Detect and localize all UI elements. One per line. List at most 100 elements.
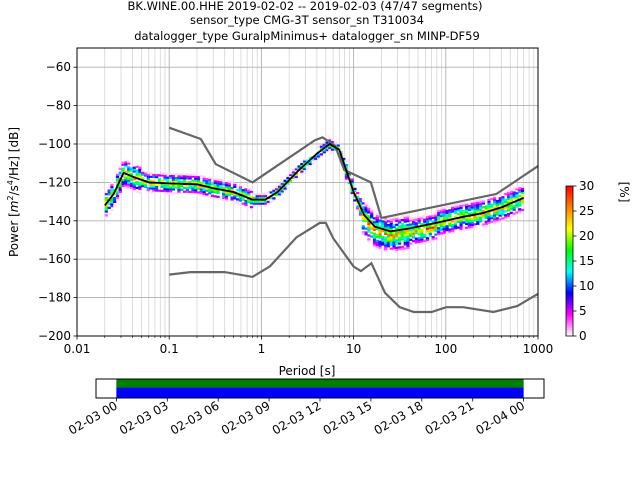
- heatmap-cell: [462, 213, 466, 216]
- heatmap-cell: [129, 177, 134, 180]
- heatmap-cell: [213, 195, 217, 198]
- timeline-tick-label: 02-03 18: [372, 398, 426, 437]
- y-axis-label-m: m: [7, 201, 21, 213]
- heatmap-cell: [476, 222, 480, 225]
- heatmap-cell: [400, 230, 405, 233]
- heatmap-cell: [110, 199, 114, 202]
- heatmap-cell: [504, 216, 508, 219]
- heatmap-cell: [395, 237, 399, 240]
- heatmap-cell: [487, 219, 491, 223]
- heatmap-cell: [143, 184, 148, 187]
- heatmap-cell: [177, 178, 181, 182]
- heatmap-cell: [314, 159, 318, 162]
- heatmap-cell: [501, 201, 505, 205]
- heatmap-cell: [328, 148, 332, 152]
- heatmap-cell: [403, 237, 407, 240]
- heatmap-cell: [210, 190, 215, 194]
- heatmap-cell: [115, 177, 120, 180]
- heatmap-cell: [495, 217, 499, 220]
- heatmap-cell: [428, 219, 432, 222]
- colorbar-tick-label: 30: [579, 179, 594, 193]
- heatmap-cell: [350, 191, 354, 195]
- heatmap-cell: [370, 214, 374, 217]
- heatmap-cell: [216, 182, 220, 185]
- heatmap-cell: [152, 183, 156, 186]
- heatmap-cell: [289, 172, 293, 175]
- heatmap-cell: [361, 219, 365, 222]
- heatmap-cell: [202, 179, 206, 182]
- heatmap-cell: [411, 230, 416, 233]
- heatmap-cell: [216, 189, 220, 193]
- heatmap-cell: [417, 233, 421, 236]
- heatmap-cell: [191, 190, 195, 194]
- heatmap-cell: [386, 225, 391, 229]
- heatmap-cell: [459, 204, 463, 207]
- heatmap-cell: [506, 207, 511, 210]
- heatmap-cell: [417, 215, 421, 219]
- heatmap-cell: [244, 188, 248, 191]
- heatmap-cell: [479, 201, 483, 204]
- heatmap-cell: [149, 179, 153, 182]
- heatmap-cell: [202, 175, 206, 178]
- heatmap-cell: [356, 197, 360, 200]
- heatmap-cell: [428, 230, 432, 234]
- heatmap-cell: [121, 182, 125, 186]
- heatmap-cell: [110, 203, 114, 206]
- heatmap-cell: [208, 182, 212, 185]
- heatmap-cell: [456, 209, 460, 212]
- heatmap-cell: [492, 202, 497, 205]
- heatmap-cell: [263, 194, 268, 198]
- heatmap-cell: [185, 188, 189, 192]
- mode-line: [104, 143, 525, 233]
- heatmap-cell: [143, 174, 148, 177]
- heatmap-cell: [420, 234, 424, 237]
- heatmap-cell: [445, 215, 449, 218]
- heatmap-cell: [392, 243, 396, 246]
- heatmap-cell: [372, 238, 377, 241]
- heatmap-cell: [492, 198, 497, 202]
- heatmap-cell: [358, 209, 363, 212]
- heatmap-cell: [202, 190, 206, 193]
- heatmap-cell: [453, 225, 458, 228]
- heatmap-cell: [406, 237, 410, 240]
- heatmap-cell: [498, 210, 502, 213]
- heatmap-cell: [431, 237, 435, 241]
- heatmap-cell: [244, 192, 248, 195]
- heatmap-cell: [361, 227, 365, 230]
- heatmap-cell: [386, 235, 391, 238]
- heatmap-cell: [428, 232, 432, 235]
- heatmap-cell: [470, 221, 474, 225]
- heatmap-cell: [196, 181, 201, 184]
- heatmap-cell: [199, 190, 203, 193]
- heatmap-cell: [255, 192, 259, 196]
- heatmap-cell: [504, 210, 508, 213]
- heatmap-cell: [118, 185, 122, 188]
- heatmap-cell: [509, 200, 513, 203]
- heatmap-cell: [177, 188, 181, 191]
- x-tick-label: 1000: [523, 342, 554, 356]
- heatmap-cell: [233, 195, 237, 198]
- heatmap-cell: [504, 206, 508, 209]
- heatmap-cell: [400, 249, 405, 252]
- heatmap-cell: [152, 189, 156, 192]
- heatmap-cell: [459, 208, 463, 211]
- heatmap-cell: [141, 173, 145, 176]
- heatmap-cell: [107, 202, 111, 206]
- heatmap-cell: [188, 186, 192, 190]
- heatmap-cell: [473, 203, 477, 207]
- heatmap-cell: [138, 187, 142, 191]
- heatmap-cell: [210, 185, 215, 188]
- heatmap-cell: [336, 146, 340, 149]
- heatmap-cell: [403, 226, 407, 229]
- heatmap-cell: [425, 229, 430, 232]
- heatmap-cell: [168, 176, 173, 179]
- colorbar-tick-label: 10: [579, 279, 594, 293]
- heatmap-cell: [484, 222, 488, 225]
- heatmap-cell: [322, 149, 326, 152]
- heatmap-cell: [219, 180, 223, 184]
- heatmap-cell: [314, 155, 318, 158]
- heatmap-cell: [361, 202, 365, 205]
- heatmap-cell: [487, 198, 491, 201]
- heatmap-cell: [252, 192, 256, 196]
- heatmap-cell: [395, 219, 399, 223]
